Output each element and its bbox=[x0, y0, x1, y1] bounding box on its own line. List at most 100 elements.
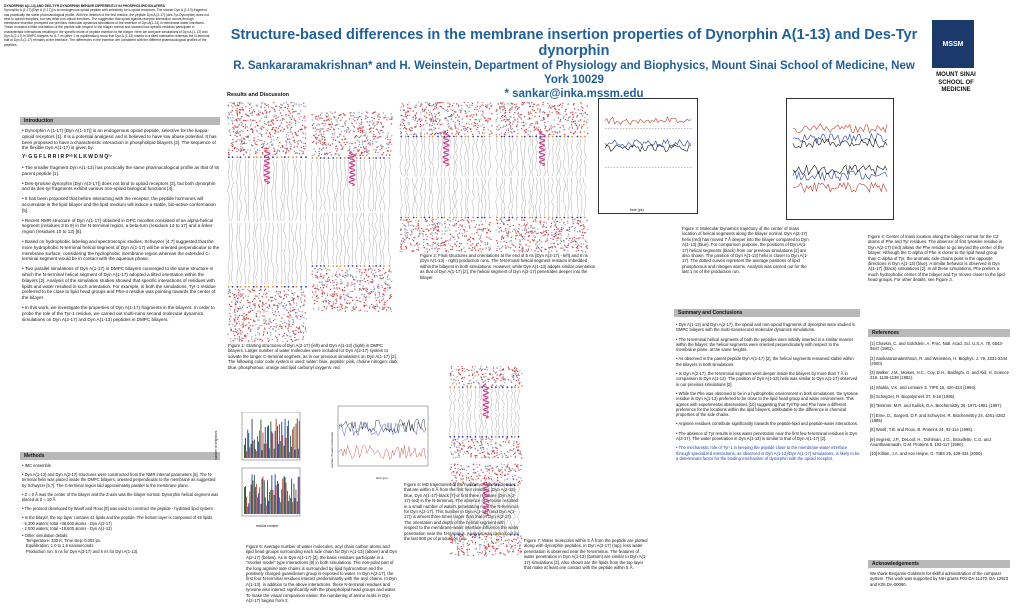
bar bbox=[262, 476, 264, 514]
bar bbox=[295, 423, 297, 458]
figure-5-ylabel: number of neighbors bbox=[214, 430, 218, 460]
bar bbox=[274, 474, 276, 514]
dyn-1-13-final bbox=[495, 102, 589, 253]
bar bbox=[258, 441, 260, 458]
intro-bullet-2: • The smaller fragment Dyn A(1-13) has p… bbox=[22, 164, 220, 176]
bar bbox=[298, 420, 300, 458]
bar bbox=[261, 450, 263, 458]
bar bbox=[257, 497, 259, 514]
peptide bbox=[263, 149, 271, 185]
bar bbox=[258, 493, 260, 514]
bar bbox=[295, 489, 297, 514]
bar bbox=[249, 447, 251, 458]
bar bbox=[282, 478, 284, 514]
bar bbox=[285, 437, 287, 458]
references-body: [1] Chavkin, C. and Goldstein, A. Proc. … bbox=[870, 341, 1009, 457]
plot-frame bbox=[337, 405, 429, 467]
residue-trajectory-1 bbox=[792, 181, 888, 194]
bar bbox=[252, 440, 254, 458]
bar bbox=[280, 502, 282, 514]
bar bbox=[269, 492, 270, 514]
bar bbox=[271, 431, 273, 458]
summary-heading: Summary and Conclusions bbox=[674, 309, 860, 317]
intro-bullet-8: • In this work, we investigate the prope… bbox=[22, 304, 215, 322]
bar bbox=[255, 483, 257, 514]
figure-6-ylabel: number of water molecules bbox=[330, 431, 334, 468]
poster-title: Structure-based differences in the membr… bbox=[224, 27, 924, 101]
abstract-body: Dynorphin A (1-17) [Dyn A (1-17)] is an … bbox=[4, 8, 210, 47]
methods-body: • IMC ensemble • Dyn A(1-13) and Dyn A(2… bbox=[22, 463, 219, 554]
abstract-heading: DYNORPHIN A(1-13) AND DES-TYR DYNORPHIN … bbox=[4, 4, 165, 8]
bar bbox=[288, 451, 290, 458]
dyn-2-17-start bbox=[227, 102, 308, 342]
bar bbox=[262, 432, 264, 458]
bar bbox=[273, 448, 275, 458]
residue-trajectory-4 bbox=[792, 138, 888, 149]
bar bbox=[267, 480, 268, 514]
figure-3-caption: Figure 3: Molecular Dynamics trajectory … bbox=[682, 226, 809, 275]
dyn-2-17-final bbox=[399, 102, 493, 253]
bar bbox=[264, 497, 266, 514]
bar bbox=[260, 503, 262, 514]
bar bbox=[272, 433, 274, 458]
water-trajectory-1 bbox=[338, 418, 426, 434]
bar bbox=[293, 483, 295, 514]
bar bbox=[250, 443, 252, 458]
bar bbox=[294, 498, 296, 514]
figure-5-xlabel: residue number bbox=[256, 524, 279, 528]
figure-3-chart bbox=[598, 98, 698, 214]
abstract: DYNORPHIN A(1-13) AND DES-TYR DYNORPHIN … bbox=[4, 4, 210, 47]
dyn-1-13-start bbox=[310, 111, 393, 313]
bar bbox=[277, 425, 278, 458]
bar bbox=[287, 420, 289, 458]
figure-7-caption: Figure 7: Water molecules within 5 Å fro… bbox=[524, 538, 648, 571]
figure-1-snapshots bbox=[227, 102, 393, 342]
methods-heading: Methods bbox=[20, 452, 220, 460]
bar bbox=[248, 433, 250, 458]
acknowledgements-heading: Acknowledgements bbox=[868, 560, 1010, 568]
water-trajectory-2 bbox=[338, 444, 426, 460]
bar bbox=[268, 425, 269, 458]
peptide bbox=[482, 481, 490, 517]
figure-6-caption: Figure 6: MD trajectories of the number … bbox=[404, 482, 520, 542]
introduction-heading: Introduction bbox=[20, 117, 220, 125]
figure-4-chart bbox=[786, 98, 894, 220]
figure-6-chart bbox=[337, 405, 429, 467]
bar bbox=[285, 482, 287, 514]
bar bbox=[253, 474, 255, 514]
bar bbox=[247, 506, 249, 514]
bar bbox=[272, 490, 274, 514]
bar bbox=[297, 476, 299, 514]
bar bbox=[269, 448, 270, 458]
bar bbox=[282, 435, 284, 458]
peptide bbox=[442, 131, 450, 167]
bar bbox=[244, 444, 245, 458]
peptide bbox=[482, 383, 490, 419]
bar bbox=[260, 419, 262, 458]
bar bbox=[288, 495, 290, 514]
bar bbox=[291, 478, 293, 514]
figure-3-xlabel: time (ps) bbox=[630, 208, 644, 212]
intro-bullet-7: • Two parallel simulations of Dyn A(1-17… bbox=[22, 266, 216, 301]
bar bbox=[270, 489, 272, 514]
peptide bbox=[538, 131, 546, 167]
panel-1 bbox=[241, 467, 301, 517]
intro-bullet-4: • It has been proposed that before inter… bbox=[22, 196, 216, 213]
figure-5-chart bbox=[241, 412, 301, 517]
dyn-2-17-water bbox=[448, 366, 523, 459]
bar bbox=[263, 480, 265, 514]
introduction-body: • Dynorphin A (1-17) [Dyn A(1-17)] is an… bbox=[22, 128, 220, 326]
dyn-1-13-water bbox=[449, 463, 523, 557]
bar bbox=[294, 449, 296, 458]
bar bbox=[245, 437, 246, 458]
bar bbox=[248, 503, 250, 514]
residue-trajectory-0 bbox=[792, 123, 888, 134]
title-line-2: R. Sankararamakrishnan* and H. Weinstein… bbox=[233, 60, 915, 86]
bar bbox=[264, 426, 266, 458]
figure-7-snapshots bbox=[448, 366, 523, 557]
bar bbox=[281, 421, 283, 458]
bar bbox=[249, 491, 251, 514]
bar bbox=[254, 449, 256, 458]
references-heading: References bbox=[868, 329, 1010, 337]
bar bbox=[278, 443, 279, 458]
